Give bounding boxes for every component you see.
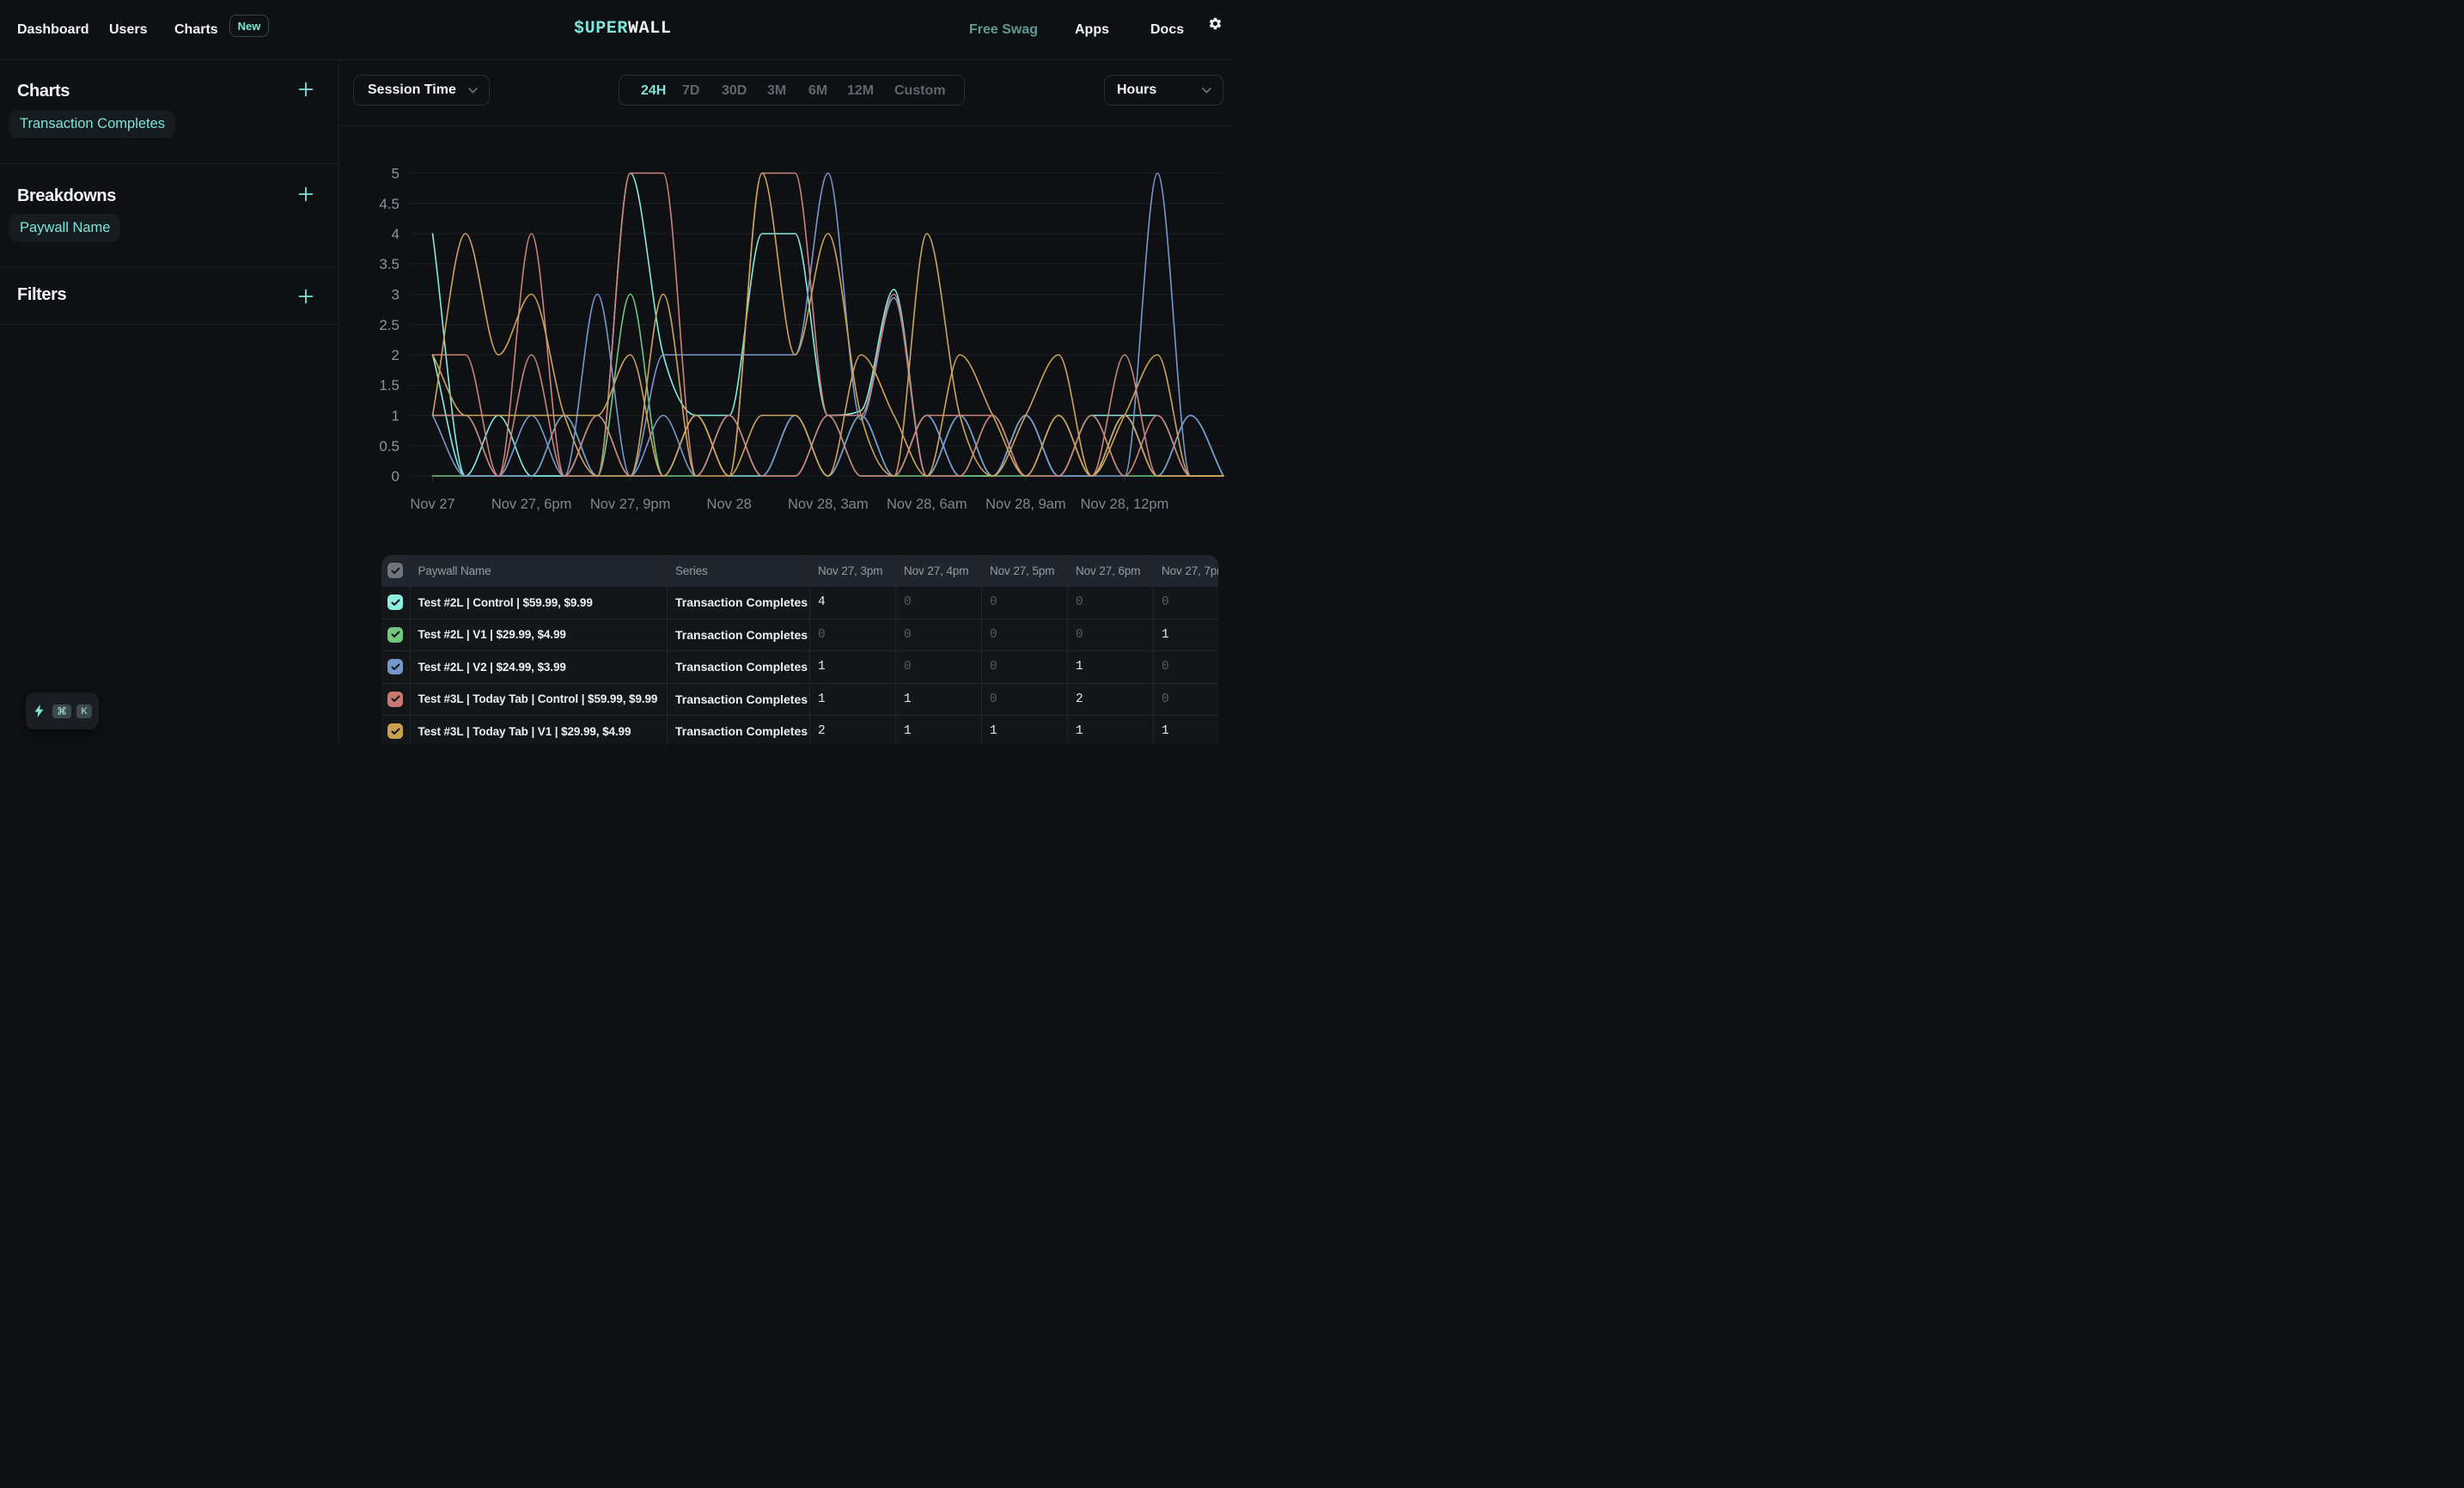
svg-text:Nov 28: Nov 28 xyxy=(707,497,752,512)
svg-text:0: 0 xyxy=(392,468,399,485)
svg-text:Nov 27, 6pm: Nov 27, 6pm xyxy=(491,497,572,512)
svg-text:3: 3 xyxy=(392,287,399,303)
svg-text:Nov 28, 9am: Nov 28, 9am xyxy=(985,497,1066,512)
svg-text:Nov 28, 3am: Nov 28, 3am xyxy=(788,497,869,512)
svg-text:Nov 27: Nov 27 xyxy=(410,497,454,512)
svg-text:Nov 28, 12pm: Nov 28, 12pm xyxy=(1081,497,1169,512)
svg-text:4: 4 xyxy=(392,226,399,242)
svg-text:4.5: 4.5 xyxy=(379,196,399,212)
svg-text:3.5: 3.5 xyxy=(379,256,399,272)
svg-text:0.5: 0.5 xyxy=(379,438,399,454)
svg-text:1.5: 1.5 xyxy=(379,377,399,393)
svg-text:5: 5 xyxy=(392,166,399,182)
svg-text:2: 2 xyxy=(392,347,399,363)
svg-text:1: 1 xyxy=(392,408,399,424)
svg-text:2.5: 2.5 xyxy=(379,317,399,333)
svg-text:Nov 27, 9pm: Nov 27, 9pm xyxy=(590,497,671,512)
svg-text:Nov 28, 6am: Nov 28, 6am xyxy=(887,497,967,512)
